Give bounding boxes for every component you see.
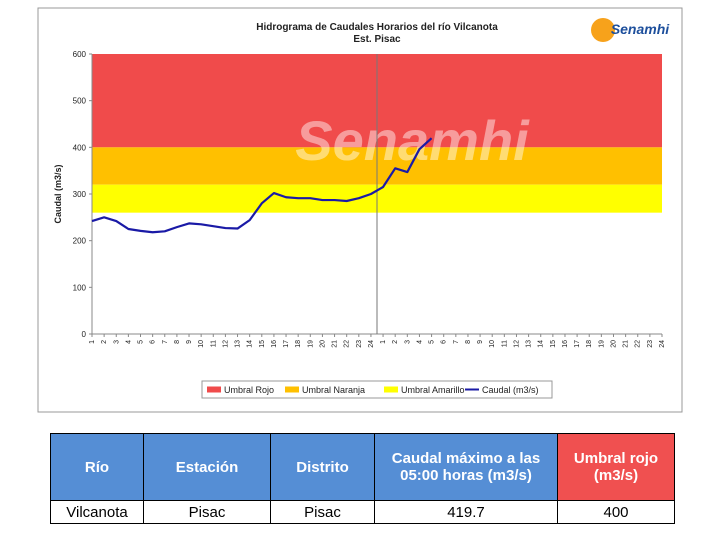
- legend-swatch: [384, 386, 398, 393]
- x-tick-label: 16: [271, 340, 278, 348]
- x-tick-label: 11: [210, 340, 217, 347]
- header-cell: Estación: [143, 433, 271, 501]
- x-tick-label: 1: [89, 340, 96, 344]
- cell: Pisac: [270, 500, 375, 524]
- x-tick-label: 12: [222, 340, 229, 348]
- x-tick-label: 16: [562, 340, 569, 348]
- x-tick-label: 13: [526, 340, 533, 348]
- x-tick-label: 19: [307, 340, 314, 348]
- legend: [201, 380, 553, 399]
- y-tick-label: 0: [82, 330, 87, 339]
- series-line: [91, 137, 433, 234]
- x-tick-label: 23: [647, 340, 654, 348]
- x-tick-label: 6: [150, 340, 157, 344]
- x-tick-label: 13: [235, 340, 242, 348]
- x-tick-label: 21: [332, 340, 339, 348]
- x-tick-label: 10: [198, 340, 205, 348]
- x-tick-label: 21: [623, 340, 630, 348]
- legend-label: Umbral Naranja: [302, 385, 365, 395]
- x-tick-label: 8: [174, 340, 181, 344]
- x-tick-label: 14: [538, 340, 545, 348]
- x-tick-label: 22: [344, 340, 351, 348]
- chart-subtitle: Est. Pisac: [353, 34, 401, 45]
- x-tick-label: 4: [125, 340, 132, 344]
- chart: Hidrograma de Caudales Horarios del río …: [37, 7, 683, 413]
- x-tick-label: 18: [295, 340, 302, 348]
- x-tick-label: 8: [465, 340, 472, 344]
- header-row: Río Estación Distrito Caudal máximo a la…: [50, 433, 675, 501]
- y-tick-label: 200: [73, 237, 87, 246]
- x-tick-label: 5: [138, 340, 145, 344]
- x-tick-label: 24: [368, 340, 375, 348]
- cell: Pisac: [143, 500, 271, 524]
- y-tick-label: 100: [73, 283, 87, 292]
- x-tick-label: 7: [453, 340, 460, 344]
- cell: 400: [557, 500, 675, 524]
- x-tick-label: 2: [101, 340, 108, 344]
- x-tick-label: 22: [635, 340, 642, 348]
- legend-swatch: [285, 386, 299, 393]
- x-tick-label: 19: [598, 340, 605, 348]
- header-cell: Umbral rojo (m3/s): [557, 433, 675, 501]
- header-cell: Río: [50, 433, 144, 501]
- x-tick-label: 10: [489, 340, 496, 348]
- x-tick-label: 15: [550, 340, 557, 348]
- x-tick-label: 14: [247, 340, 254, 348]
- x-tick-label: 20: [319, 340, 326, 348]
- legend-label: Umbral Amarillo: [401, 385, 465, 395]
- header-cell: Caudal máximo a las 05:00 horas (m3/s): [374, 433, 558, 501]
- summary-table: Río Estación Distrito Caudal máximo a la…: [50, 433, 675, 524]
- x-tick-label: 23: [356, 340, 363, 348]
- chart-title: Hidrograma de Caudales Horarios del río …: [256, 22, 498, 33]
- data-row: Vilcanota Pisac Pisac 419.7 400: [50, 500, 675, 524]
- cell: Vilcanota: [50, 500, 144, 524]
- x-tick-label: 11: [501, 340, 508, 347]
- legend-swatch: [207, 386, 221, 393]
- x-tick-label: 20: [610, 340, 617, 348]
- logo-text: Senamhi: [611, 21, 670, 37]
- y-axis-label: Caudal (m3/s): [53, 164, 63, 223]
- x-tick-label: 3: [404, 340, 411, 344]
- x-tick-label: 1: [380, 340, 387, 344]
- x-tick-label: 4: [416, 340, 423, 344]
- y-tick-label: 600: [73, 50, 87, 59]
- x-tick-label: 18: [586, 340, 593, 348]
- x-tick-label: 17: [574, 340, 581, 348]
- y-tick-label: 400: [73, 143, 87, 152]
- x-tick-label: 9: [477, 340, 484, 344]
- y-tick-label: 500: [73, 97, 87, 106]
- header-cell: Distrito: [270, 433, 375, 501]
- x-tick-label: 12: [513, 340, 520, 348]
- logo-sun: [591, 18, 615, 42]
- legend-label: Umbral Rojo: [224, 385, 274, 395]
- logo: Senamhi: [591, 18, 670, 42]
- legend-label: Caudal (m3/s): [482, 385, 539, 395]
- x-tick-label: 24: [659, 340, 666, 348]
- y-tick-label: 300: [73, 190, 87, 199]
- x-tick-label: 6: [441, 340, 448, 344]
- cell: 419.7: [374, 500, 558, 524]
- x-tick-label: 5: [429, 340, 436, 344]
- x-tick-label: 2: [392, 340, 399, 344]
- x-tick-label: 15: [259, 340, 266, 348]
- x-tick-label: 3: [113, 340, 120, 344]
- x-tick-label: 7: [162, 340, 169, 344]
- x-tick-label: 17: [283, 340, 290, 348]
- x-tick-label: 9: [186, 340, 193, 344]
